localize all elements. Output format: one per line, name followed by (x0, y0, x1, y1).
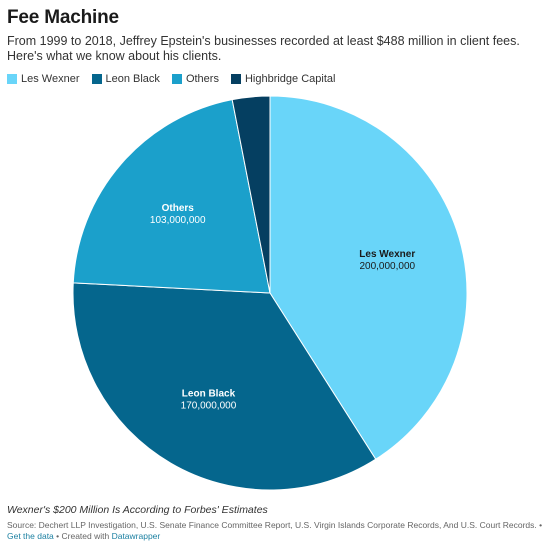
chart-title: Fee Machine (7, 7, 119, 28)
datawrapper-link[interactable]: Datawrapper (111, 531, 161, 541)
chart-note: Wexner's $200 Million Is According to Fo… (7, 504, 268, 516)
pie-slice (72, 99, 271, 294)
slice-value-label: 103,000,000 (150, 215, 206, 226)
legend-item: Highbridge Capital (230, 73, 336, 85)
slice-value-label: 170,000,000 (181, 401, 237, 412)
slice-category-label: Les Wexner (359, 249, 415, 260)
legend-label: Leon Black (105, 73, 160, 85)
legend-label: Others (185, 73, 219, 85)
separator: • (536, 520, 543, 530)
slice-category-label: Others (162, 203, 195, 214)
legend-item: Others (171, 73, 219, 85)
slice-value-label: 200,000,000 (359, 261, 415, 272)
legend: Les Wexner Leon Black Others Highbridge Cap… (7, 73, 544, 85)
source-text: Source: Dechert LLP Investigation, U.S. … (7, 520, 537, 530)
legend-item: Leon Black (91, 73, 160, 85)
chart-subtitle: From 1999 to 2018, Jeffrey Epstein's bus… (7, 34, 520, 63)
legend-item: Les Wexner (7, 73, 80, 85)
chart-header: Fee Machine From 1999 to 2018, Jeffrey E… (7, 6, 544, 85)
created-with-text: • Created with (53, 531, 112, 541)
pie-slice (269, 95, 468, 460)
legend-swatch (171, 74, 182, 84)
get-data-link[interactable]: Get the data (7, 531, 54, 541)
legend-label: Les Wexner (21, 73, 80, 85)
chart-footer: Source: Dechert LLP Investigation, U.S. … (7, 520, 544, 542)
legend-swatch (230, 74, 241, 84)
pie-slice (72, 282, 377, 491)
legend-swatch (91, 74, 102, 84)
legend-label: Highbridge Capital (244, 73, 336, 85)
pie-slice (231, 95, 271, 294)
slice-category-label: Leon Black (182, 389, 236, 400)
legend-swatch (7, 74, 17, 84)
